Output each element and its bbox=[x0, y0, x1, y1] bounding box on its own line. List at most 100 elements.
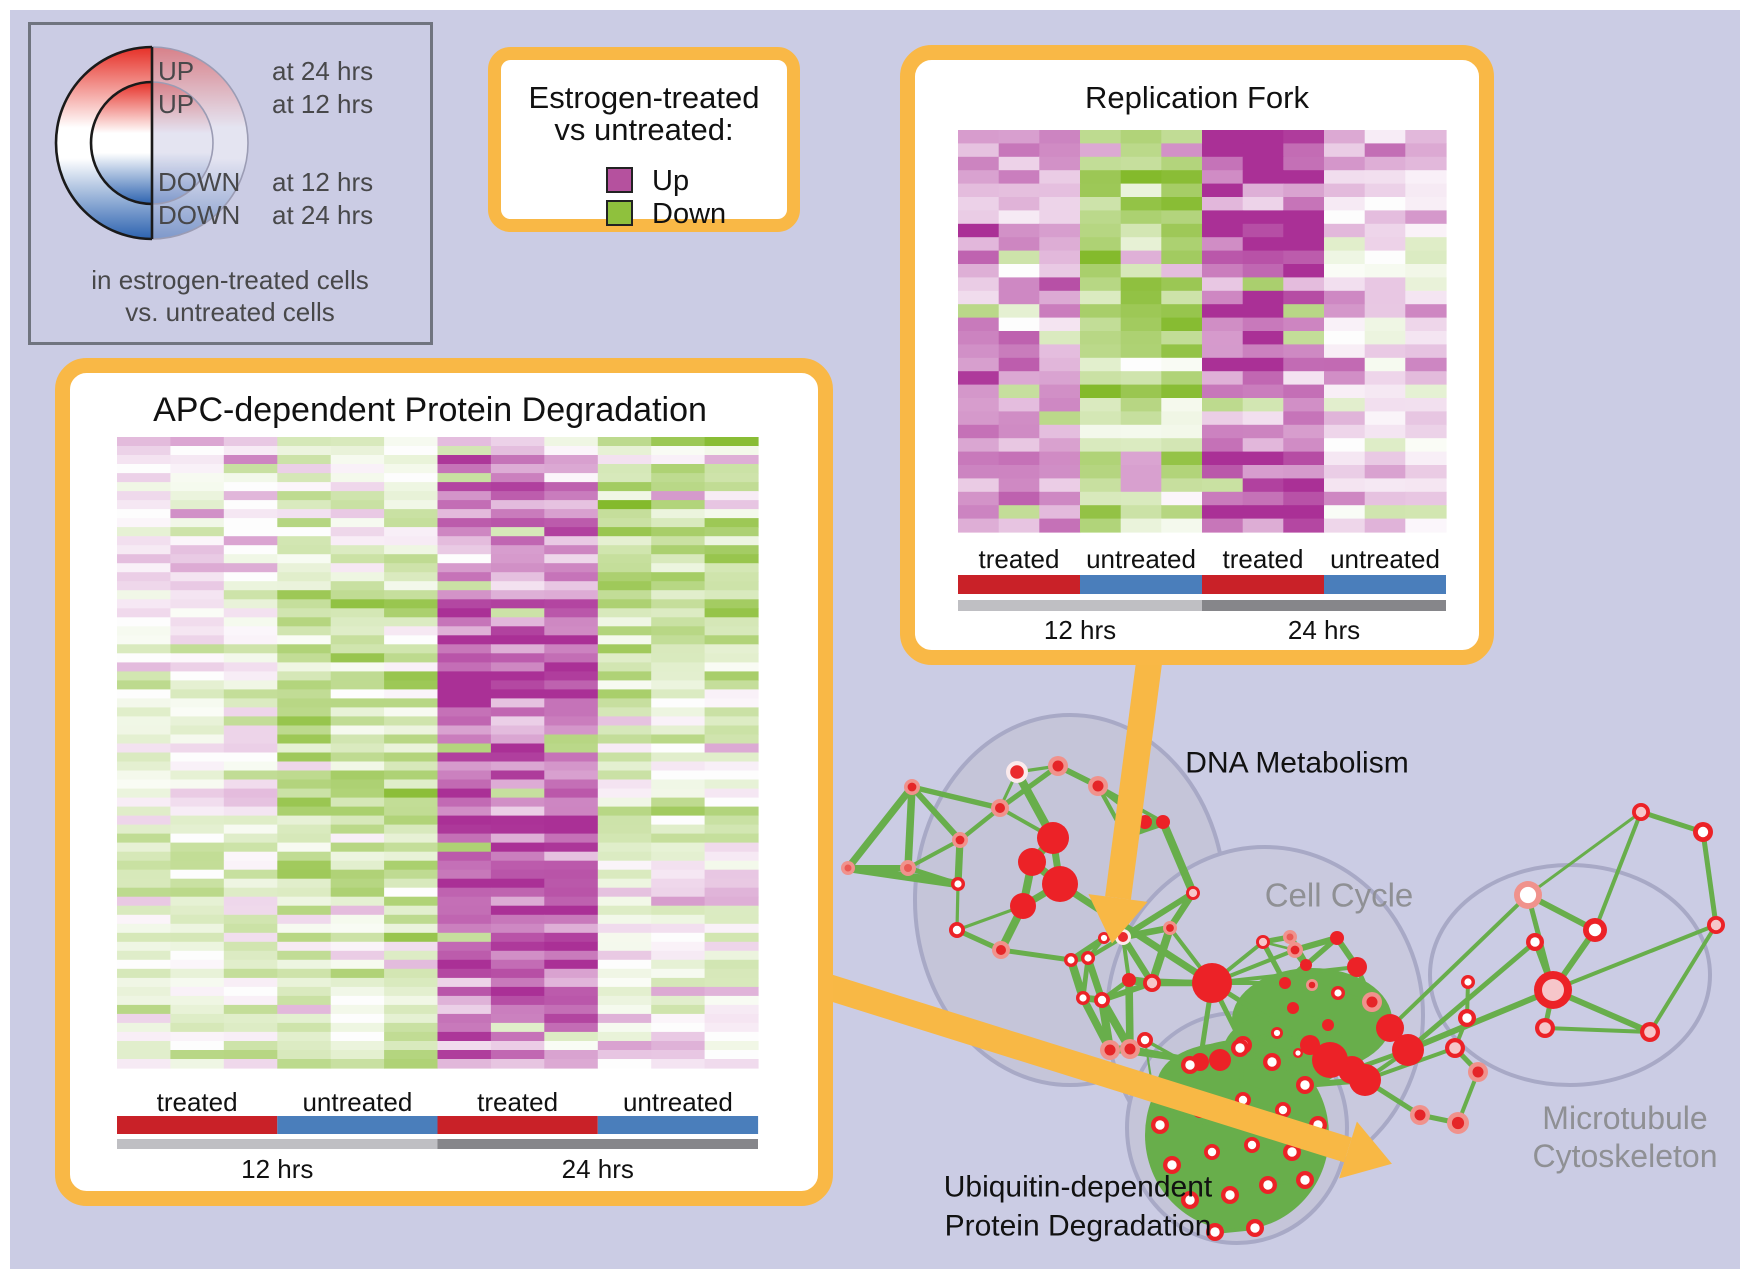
heatmap-cell bbox=[651, 554, 706, 564]
condition-bar-treated bbox=[958, 575, 1080, 594]
heatmap-cell bbox=[170, 1059, 225, 1069]
heatmap-cell bbox=[651, 779, 706, 790]
heatmap-cell bbox=[597, 788, 652, 799]
heatmap-cell bbox=[117, 680, 171, 690]
heatmap-cell bbox=[437, 986, 492, 997]
heatmap-cell bbox=[277, 725, 332, 736]
heatmap-cell bbox=[1283, 277, 1325, 292]
heatmap-cell bbox=[277, 455, 332, 465]
heatmap-cell bbox=[544, 527, 599, 537]
heatmap-cell bbox=[223, 554, 278, 564]
heatmap-cell bbox=[704, 608, 759, 618]
heatmap-cell bbox=[170, 446, 225, 456]
heatmap-cell bbox=[1080, 518, 1122, 533]
heatmap-cell bbox=[437, 923, 492, 934]
heatmap-cell bbox=[1161, 505, 1203, 520]
heatmap-cell bbox=[330, 716, 385, 726]
heatmap-cell bbox=[117, 959, 171, 970]
heatmap-cell bbox=[330, 1050, 385, 1060]
heatmap-cell bbox=[1202, 277, 1244, 292]
heatmap-cell bbox=[170, 1041, 225, 1051]
heatmap-cell bbox=[170, 662, 225, 672]
heatmap-cell bbox=[1324, 317, 1366, 332]
heatmap-cell bbox=[704, 1022, 759, 1033]
heatmap-cell bbox=[597, 581, 652, 591]
heatmap-cell bbox=[1324, 210, 1366, 225]
heatmap-cell bbox=[330, 608, 385, 618]
heatmap-cell bbox=[223, 752, 278, 763]
heatmap-cell bbox=[651, 455, 706, 465]
heatmap-cell bbox=[437, 770, 492, 781]
heatmap-cell bbox=[170, 635, 225, 645]
heatmap-cell bbox=[651, 824, 706, 835]
condition-label-treated: treated bbox=[477, 1087, 558, 1117]
heatmap-cell bbox=[437, 671, 492, 681]
heatmap-cell bbox=[958, 411, 1000, 426]
heatmap-cell bbox=[704, 653, 759, 663]
legend-time-label: at 12 hrs bbox=[272, 89, 373, 119]
heatmap-cell bbox=[330, 977, 385, 988]
connector-arrows bbox=[738, 638, 1392, 1179]
gene-set-node-dna bbox=[1037, 822, 1069, 854]
heatmap-cell bbox=[437, 869, 492, 880]
heatmap-cell bbox=[330, 869, 385, 880]
heatmap-cell bbox=[1161, 491, 1203, 506]
heatmap-cell bbox=[384, 806, 439, 817]
node-layer bbox=[995, 803, 1005, 813]
heatmap-cell bbox=[1283, 170, 1325, 185]
heatmap-cell bbox=[223, 635, 278, 645]
gene-set-node-ub bbox=[1244, 1137, 1260, 1153]
heatmap-cell bbox=[330, 788, 385, 799]
heatmap-cell bbox=[117, 1004, 171, 1015]
legend-caption-line2: vs. untreated cells bbox=[125, 297, 335, 327]
node-layer bbox=[1273, 1029, 1281, 1037]
gene-set-node-cc bbox=[1271, 1027, 1283, 1039]
heatmap-cell bbox=[170, 482, 225, 492]
heatmap-cell bbox=[384, 644, 439, 654]
heatmap-cell bbox=[998, 223, 1040, 238]
heatmap-cell bbox=[384, 554, 439, 564]
heatmap-cell bbox=[651, 698, 706, 708]
heatmap-cell bbox=[651, 788, 706, 799]
heatmap-cell bbox=[1324, 505, 1366, 520]
heatmap-cell bbox=[1161, 264, 1203, 278]
heatmap-cell bbox=[490, 473, 545, 483]
heatmap-cell bbox=[544, 599, 599, 609]
heatmap-cell bbox=[437, 518, 492, 528]
estrogen-key-title-line1: Estrogen-treated bbox=[529, 80, 760, 115]
heatmap-cell bbox=[1283, 264, 1325, 278]
heatmap-cell bbox=[544, 491, 599, 501]
node-layer bbox=[1247, 1140, 1257, 1150]
heatmap-cell bbox=[597, 932, 652, 943]
heatmap-cell bbox=[544, 626, 599, 636]
heatmap-cell bbox=[223, 725, 278, 736]
heatmap-cell bbox=[1242, 304, 1284, 319]
heatmap-cell bbox=[1161, 451, 1203, 466]
gene-set-node-dna bbox=[1094, 992, 1110, 1008]
heatmap-cell bbox=[384, 491, 439, 501]
heatmap-cell bbox=[490, 671, 545, 681]
heatmap-cell bbox=[437, 1059, 492, 1069]
heatmap-cell bbox=[1120, 344, 1162, 359]
heatmap-cell bbox=[277, 959, 332, 970]
heatmap-cell bbox=[544, 653, 599, 663]
heatmap-cell bbox=[117, 941, 171, 952]
heatmap-cell bbox=[1242, 250, 1284, 265]
heatmap-cell bbox=[1364, 344, 1406, 359]
heatmap-cell bbox=[597, 464, 652, 474]
node-layer bbox=[1097, 995, 1107, 1005]
heatmap-cell bbox=[330, 653, 385, 663]
heatmap-cell bbox=[1202, 210, 1244, 225]
heatmap-cell bbox=[437, 527, 492, 537]
heatmap-cell bbox=[330, 680, 385, 690]
heatmap-cell bbox=[490, 1013, 545, 1024]
heatmap-cell bbox=[1039, 398, 1081, 412]
heatmap-cell bbox=[1324, 491, 1366, 506]
heatmap-cell bbox=[117, 662, 171, 672]
heatmap-cell bbox=[170, 644, 225, 654]
heatmap-cell bbox=[490, 572, 545, 582]
heatmap-cell bbox=[384, 1059, 439, 1069]
heatmap-cell bbox=[170, 761, 225, 772]
heatmap-cell bbox=[1202, 264, 1244, 278]
heatmap-cell bbox=[958, 223, 1000, 238]
